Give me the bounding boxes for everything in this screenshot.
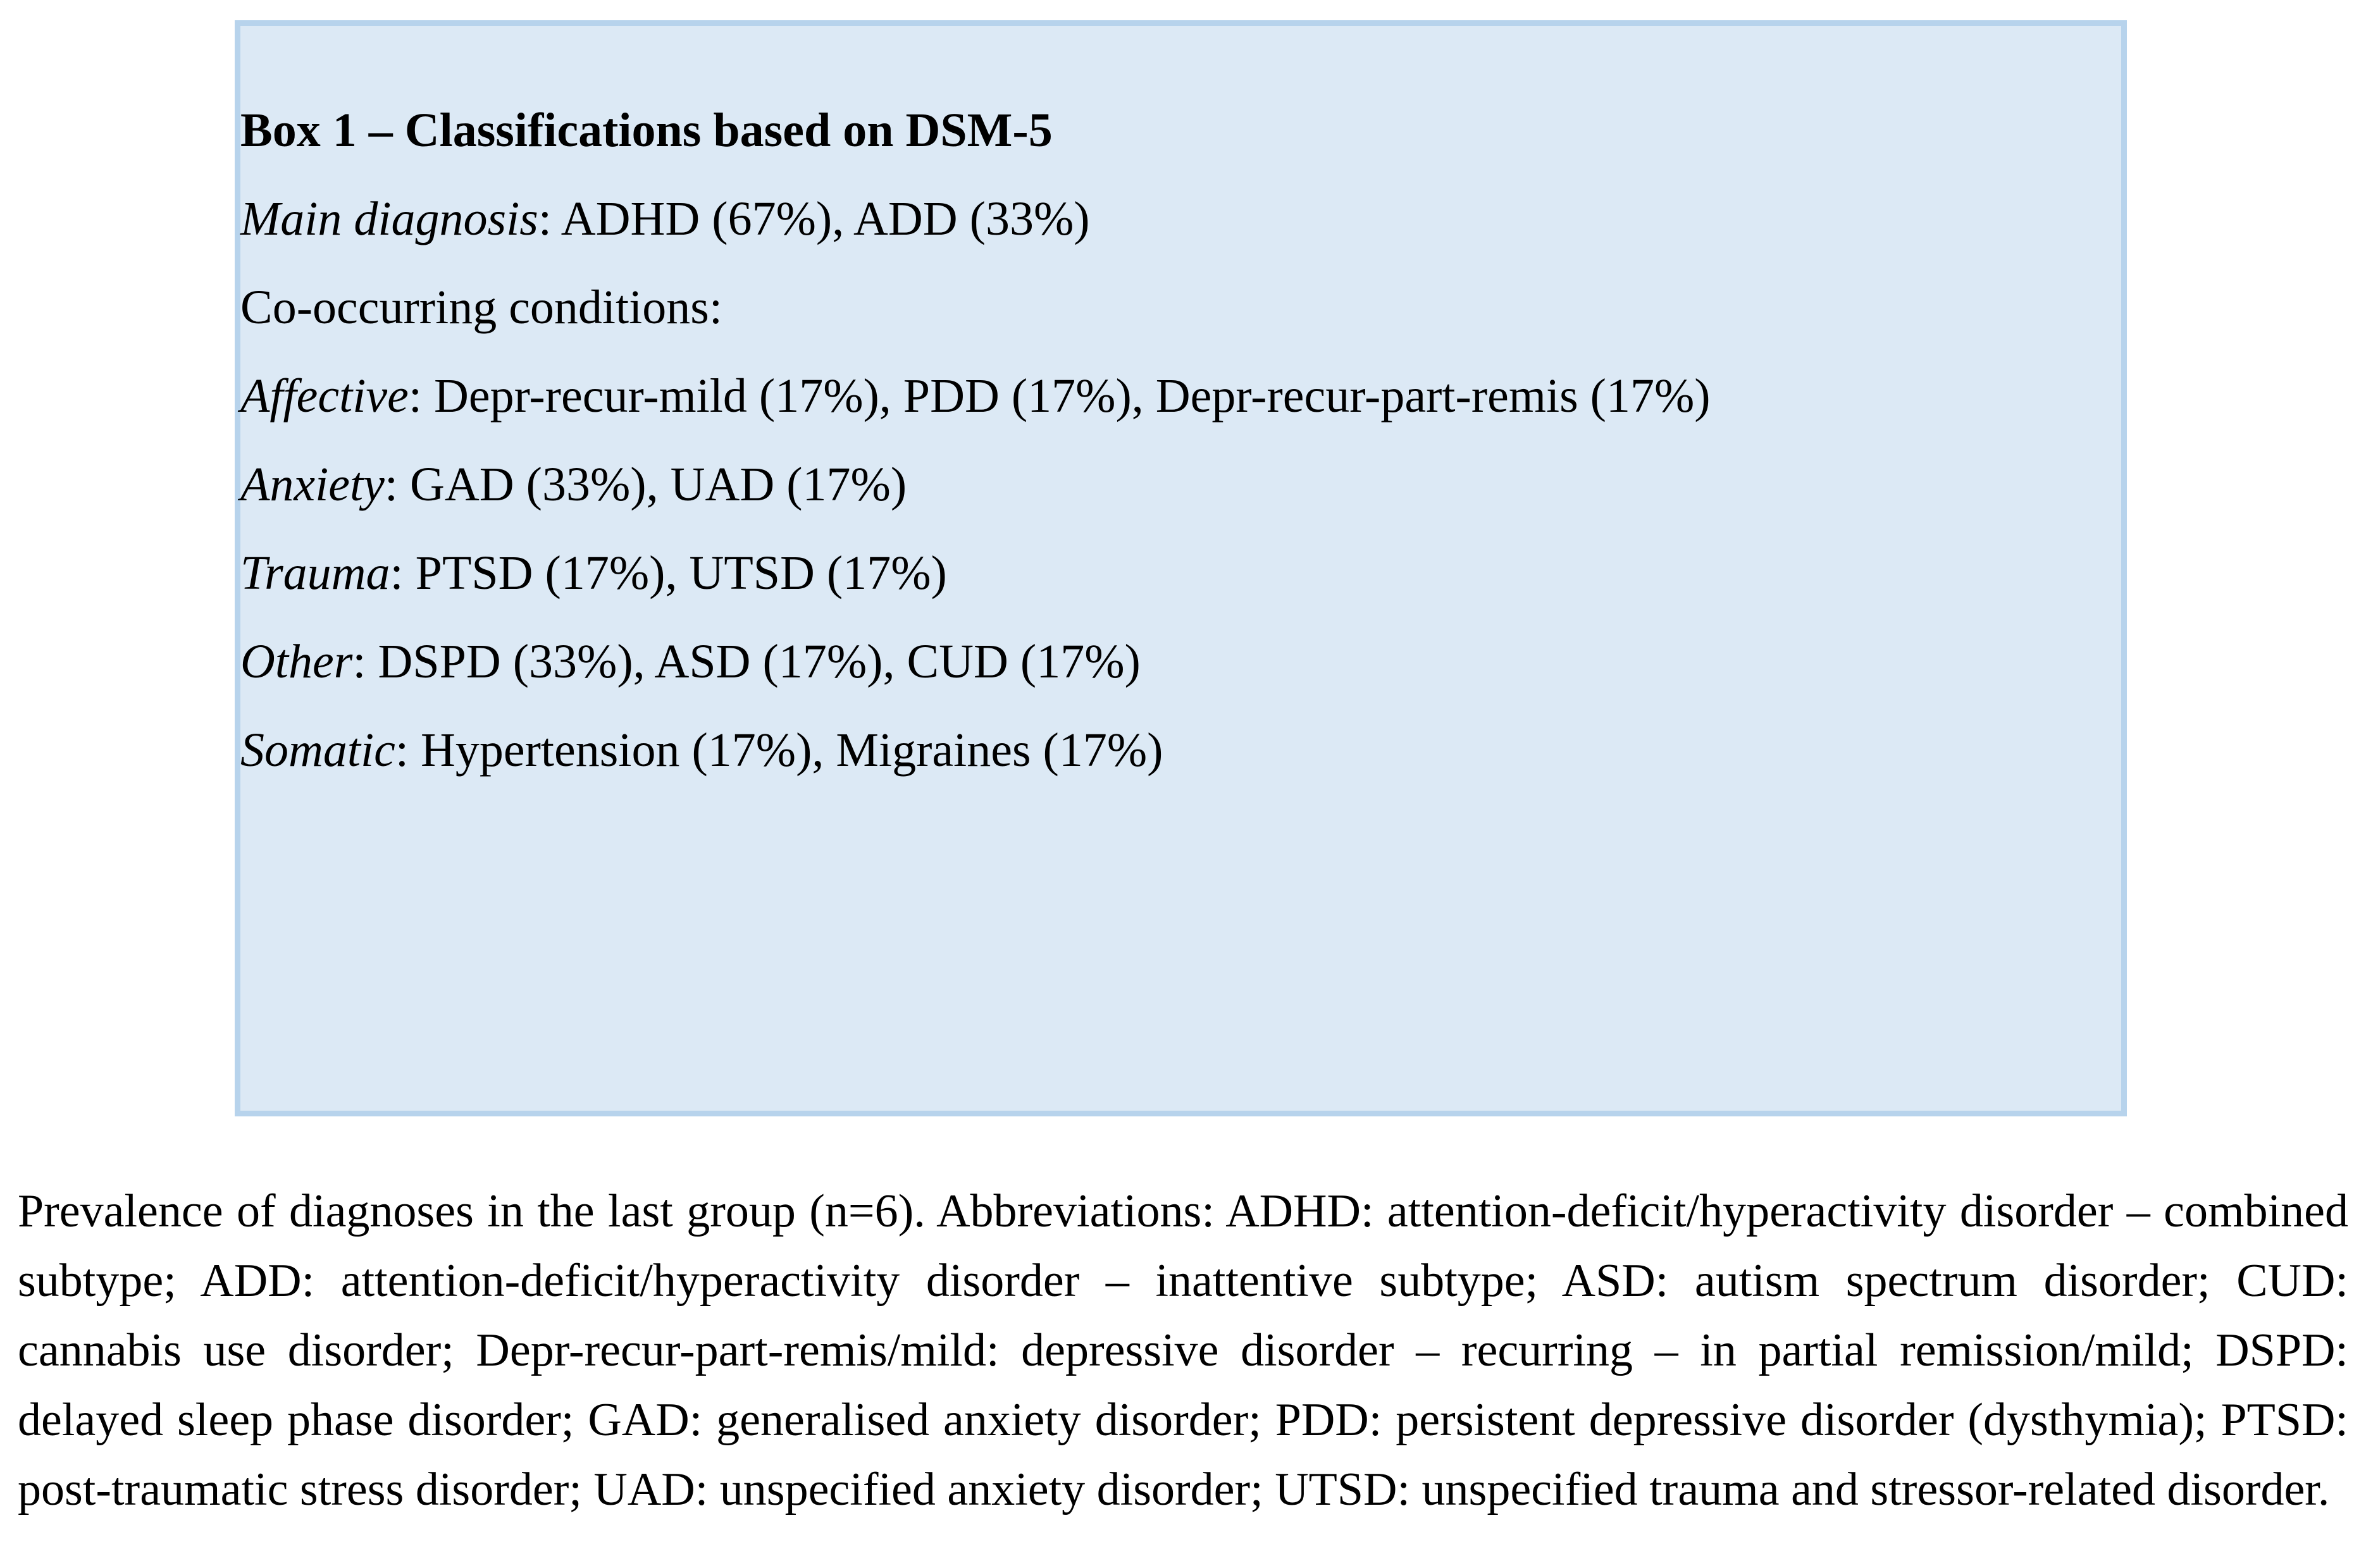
- condition-value: Hypertension (17%), Migraines (17%): [420, 724, 1163, 777]
- condition-label: Anxiety: [240, 458, 385, 511]
- dsm5-box: Box 1 – Classifications based on DSM-5 M…: [235, 20, 2127, 1116]
- condition-line: Other: DSPD (33%), ASD (17%), CUD (17%): [240, 617, 2121, 706]
- condition-line: Trauma: PTSD (17%), UTSD (17%): [240, 529, 2121, 617]
- condition-line: Somatic: Hypertension (17%), Migraines (…: [240, 706, 2121, 794]
- condition-label: Other: [240, 635, 353, 688]
- condition-separator: :: [384, 458, 410, 511]
- co-occurring-heading: Co-occurring conditions:: [240, 281, 722, 334]
- condition-value: Depr-recur-mild (17%), PDD (17%), Depr-r…: [433, 369, 1711, 423]
- main-diagnosis-line: Main diagnosis: ADHD (67%), ADD (33%): [240, 175, 2121, 263]
- condition-separator: :: [408, 369, 434, 423]
- box-title: Box 1 – Classifications based on DSM-5: [240, 104, 1053, 157]
- condition-value: DSPD (33%), ASD (17%), CUD (17%): [378, 635, 1141, 688]
- co-occurring-conditions-list: Affective: Depr-recur-mild (17%), PDD (1…: [240, 352, 2121, 794]
- condition-line: Anxiety: GAD (33%), UAD (17%): [240, 440, 2121, 529]
- condition-label: Affective: [240, 369, 409, 423]
- main-diagnosis-label: Main diagnosis: [240, 192, 538, 245]
- condition-value: PTSD (17%), UTSD (17%): [415, 546, 947, 600]
- condition-label: Trauma: [240, 546, 390, 600]
- figure-caption: Prevalence of diagnoses in the last grou…: [18, 1185, 2348, 1516]
- condition-separator: :: [395, 724, 421, 777]
- condition-separator: :: [390, 546, 416, 600]
- condition-line: Affective: Depr-recur-mild (17%), PDD (1…: [240, 352, 2121, 440]
- condition-label: Somatic: [240, 724, 395, 777]
- condition-value: GAD (33%), UAD (17%): [409, 458, 907, 511]
- main-diagnosis-value: ADHD (67%), ADD (33%): [561, 192, 1090, 245]
- main-diagnosis-separator: :: [538, 192, 561, 245]
- condition-separator: :: [352, 635, 378, 688]
